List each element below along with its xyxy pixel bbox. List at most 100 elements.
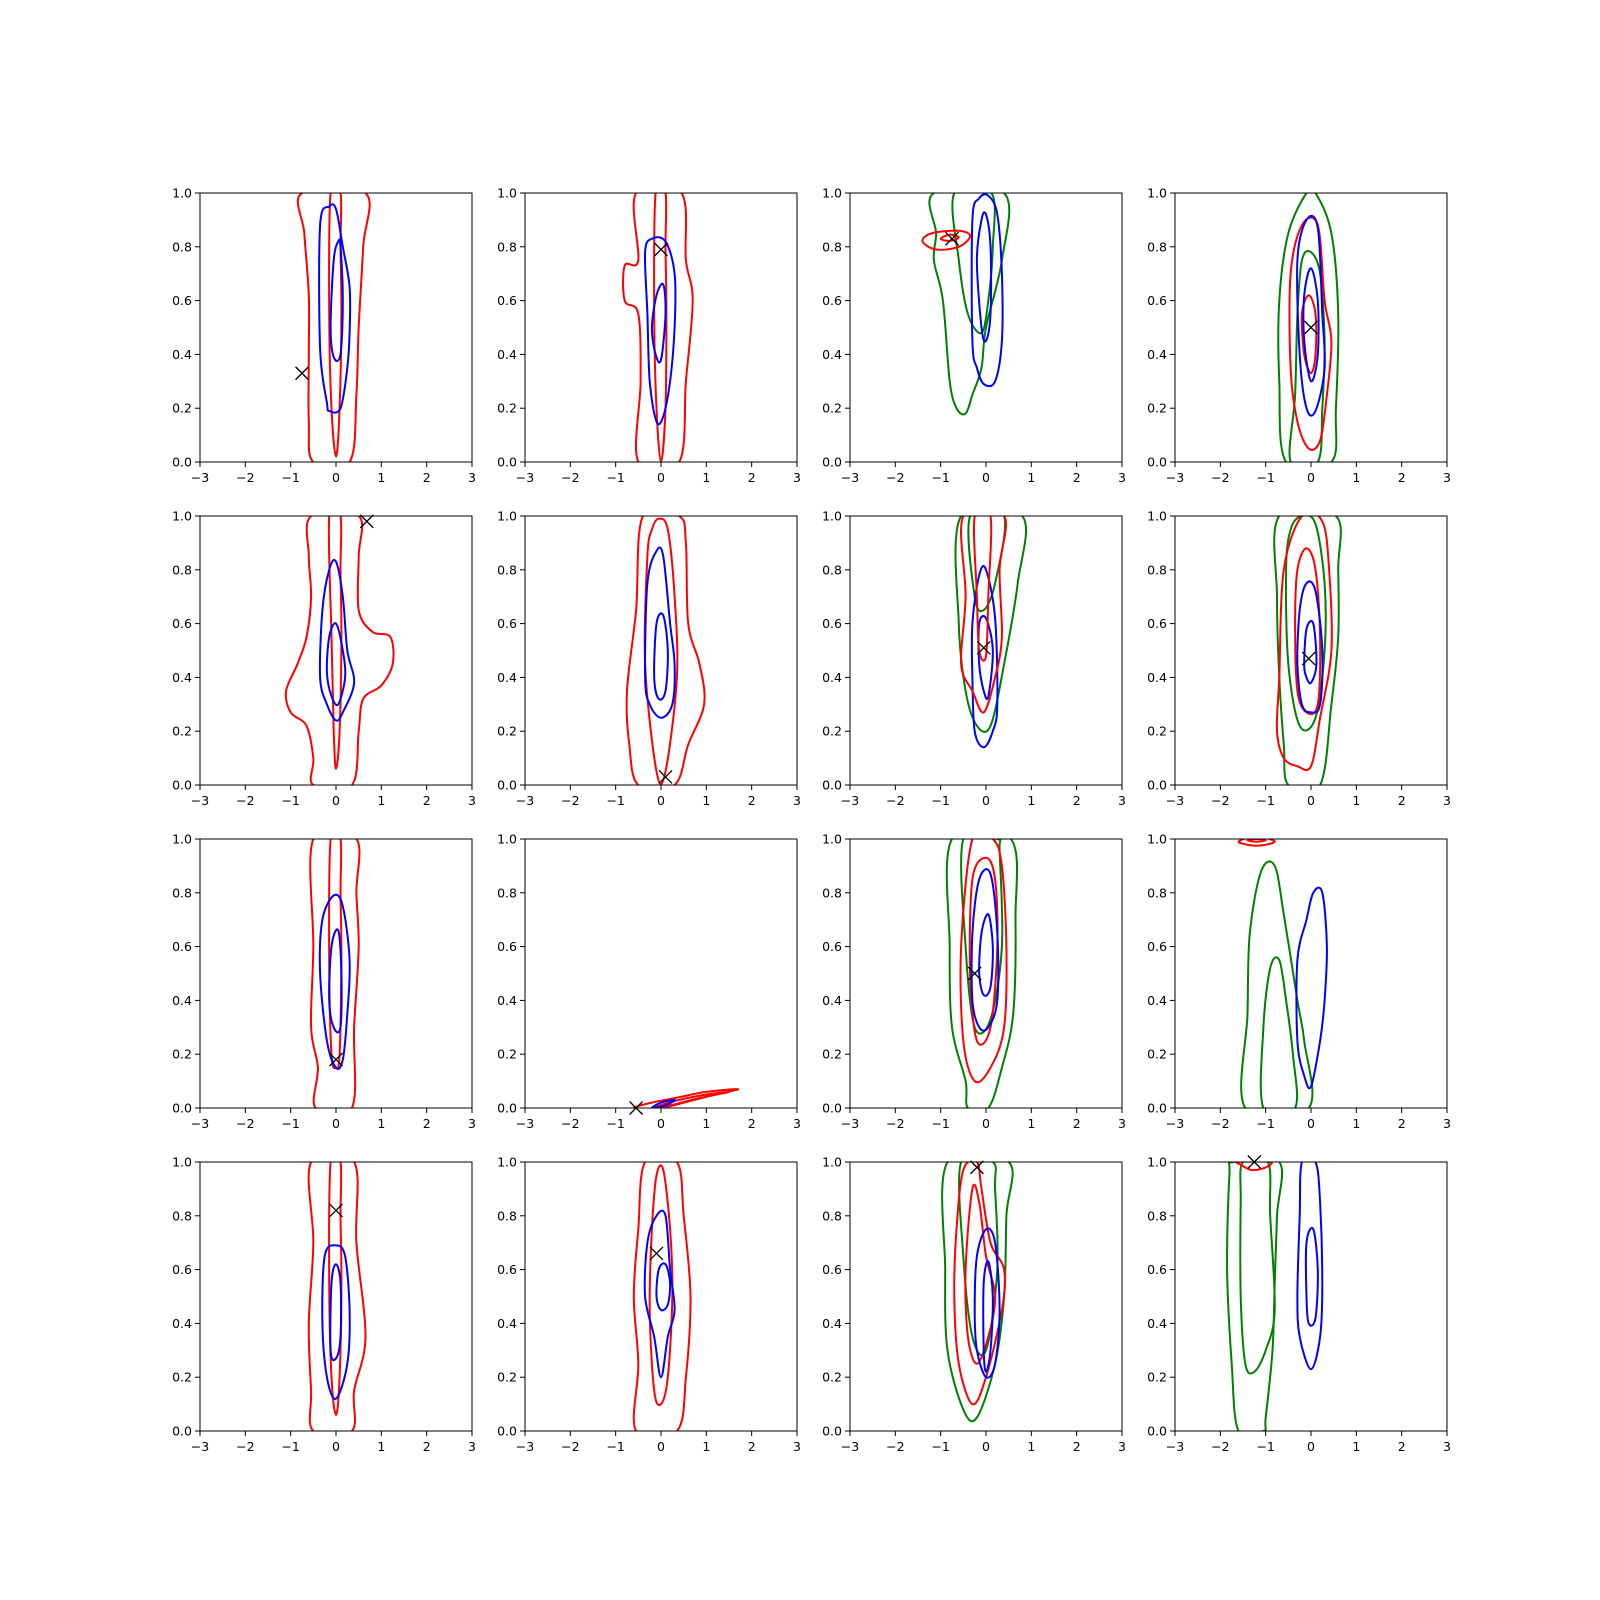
plot-area bbox=[941, 1162, 1014, 1423]
contour-line-red bbox=[939, 233, 960, 242]
y-tick-label: 0.6 bbox=[172, 293, 192, 308]
subplot-r1c1: −3 −2 −1 0 1 2 3 0.0 0.2 0.4 0.6 0.8 1.0 bbox=[172, 186, 476, 486]
x-tick-label: −1 bbox=[606, 1439, 624, 1454]
contour-line-blue bbox=[1296, 214, 1326, 417]
y-tick-label: 0.8 bbox=[497, 562, 517, 577]
x-tick-label: −2 bbox=[236, 470, 254, 485]
contour-line-red bbox=[328, 193, 343, 458]
x-tick-label: −2 bbox=[236, 1116, 254, 1131]
x-tick-label: 0 bbox=[332, 470, 340, 485]
y-tick-label: 0.2 bbox=[172, 1047, 192, 1062]
plot-area bbox=[632, 1162, 692, 1431]
y-tick-label: 0.6 bbox=[172, 616, 192, 631]
contour-line-red bbox=[655, 1090, 731, 1108]
y-tick-label: 0.0 bbox=[497, 455, 517, 470]
contour-line-red bbox=[327, 516, 343, 770]
x-tick-label: 0 bbox=[657, 793, 665, 808]
y-tick-label: 0.2 bbox=[1147, 724, 1167, 739]
x-tick-label: −1 bbox=[931, 1439, 949, 1454]
contour-line-green bbox=[1239, 1162, 1276, 1375]
x-tick-label: −1 bbox=[606, 470, 624, 485]
y-tick-label: 1.0 bbox=[822, 186, 842, 201]
x-tick-label: −3 bbox=[841, 1116, 859, 1131]
x-tick-label: −1 bbox=[281, 470, 299, 485]
x-tick-label: 3 bbox=[468, 470, 476, 485]
x-tick-label: −2 bbox=[1211, 1116, 1229, 1131]
y-tick-label: 1.0 bbox=[172, 832, 192, 847]
contour-series-red bbox=[1275, 516, 1333, 772]
contour-line-red bbox=[284, 516, 395, 785]
y-tick-label: 0.0 bbox=[822, 1424, 842, 1439]
subplot-r3c1: −3 −2 −1 0 1 2 3 0.0 0.2 0.4 0.6 0.8 1.0 bbox=[172, 832, 476, 1132]
contour-line-green bbox=[951, 193, 996, 335]
x-tick-label: 0 bbox=[982, 1116, 990, 1131]
x-tick-label: −3 bbox=[191, 1439, 209, 1454]
x-tick-label: 1 bbox=[702, 470, 710, 485]
y-tick-label: 0.2 bbox=[172, 401, 192, 416]
y-tick-label: 1.0 bbox=[172, 1155, 192, 1170]
y-tick-label: 0.8 bbox=[822, 885, 842, 900]
y-tick-label: 1.0 bbox=[822, 1155, 842, 1170]
axes-frame bbox=[1174, 1161, 1448, 1432]
contour-series-red bbox=[309, 839, 361, 1108]
contour-series-green bbox=[1226, 1162, 1284, 1431]
x-tick-label: −3 bbox=[191, 1116, 209, 1131]
y-tick-label: 1.0 bbox=[1147, 1155, 1167, 1170]
contour-series-blue bbox=[644, 546, 676, 719]
contour-line-blue bbox=[329, 238, 344, 362]
x-marker bbox=[976, 640, 991, 655]
contour-line-red bbox=[968, 856, 999, 1046]
subplot-r2c1: −3 −2 −1 0 1 2 3 0.0 0.2 0.4 0.6 0.8 1.0 bbox=[172, 509, 476, 809]
x-tick-label: −2 bbox=[886, 1116, 904, 1131]
x-tick-label: 1 bbox=[702, 1439, 710, 1454]
subplot-r3c2: −3 −2 −1 0 1 2 3 0.0 0.2 0.4 0.6 0.8 1.0 bbox=[497, 832, 801, 1132]
plot-area bbox=[1273, 516, 1342, 785]
contour-series-blue bbox=[318, 893, 351, 1070]
contour-line-blue bbox=[973, 1227, 1001, 1379]
x-tick-label: −1 bbox=[1256, 1439, 1274, 1454]
x-tick-label: −2 bbox=[1211, 1439, 1229, 1454]
x-tick-label: 3 bbox=[1118, 470, 1126, 485]
y-tick-label: 0.6 bbox=[497, 1262, 517, 1277]
x-tick-label: 2 bbox=[1398, 470, 1406, 485]
x-tick-label: 3 bbox=[1443, 793, 1451, 808]
contour-line-red bbox=[328, 839, 343, 1070]
axes-frame bbox=[524, 1161, 798, 1432]
y-tick-label: 0.8 bbox=[172, 562, 192, 577]
y-tick-label: 0.8 bbox=[1147, 885, 1167, 900]
y-tick-label: 0.0 bbox=[1147, 455, 1167, 470]
x-tick-label: 3 bbox=[468, 1439, 476, 1454]
x-tick-label: 1 bbox=[1027, 793, 1035, 808]
x-tick-label: 1 bbox=[377, 470, 385, 485]
y-tick-label: 0.0 bbox=[1147, 1424, 1167, 1439]
x-marker bbox=[329, 1203, 343, 1218]
subplot-r4c2: −3 −2 −1 0 1 2 3 0.0 0.2 0.4 0.6 0.8 1.0 bbox=[497, 1155, 801, 1455]
x-marker bbox=[658, 769, 673, 784]
contour-line-red bbox=[643, 517, 679, 785]
x-tick-label: 1 bbox=[1027, 470, 1035, 485]
contour-line-green bbox=[1284, 516, 1327, 732]
y-tick-label: 0.0 bbox=[822, 455, 842, 470]
contour-line-blue bbox=[970, 564, 999, 749]
y-tick-label: 1.0 bbox=[822, 832, 842, 847]
contour-series-blue bbox=[970, 868, 1000, 1032]
x-tick-label: 3 bbox=[1118, 1116, 1126, 1131]
contour-line-red bbox=[964, 1183, 997, 1365]
y-tick-label: 0.0 bbox=[822, 778, 842, 793]
x-tick-label: −1 bbox=[281, 793, 299, 808]
y-tick-label: 0.4 bbox=[822, 347, 842, 362]
x-tick-label: −1 bbox=[1256, 1116, 1274, 1131]
plot-area bbox=[296, 193, 371, 462]
contour-line-red bbox=[972, 516, 993, 662]
contour-series-blue bbox=[318, 558, 356, 722]
contour-line-red bbox=[1275, 516, 1333, 772]
x-tick-label: −1 bbox=[606, 793, 624, 808]
y-tick-label: 0.8 bbox=[497, 239, 517, 254]
y-tick-label: 0.0 bbox=[497, 778, 517, 793]
x-tick-label: 1 bbox=[1352, 470, 1360, 485]
contour-series-red bbox=[959, 839, 1008, 1084]
contour-series-blue bbox=[643, 1209, 676, 1379]
plot-area bbox=[622, 193, 694, 462]
y-tick-label: 0.4 bbox=[1147, 670, 1167, 685]
